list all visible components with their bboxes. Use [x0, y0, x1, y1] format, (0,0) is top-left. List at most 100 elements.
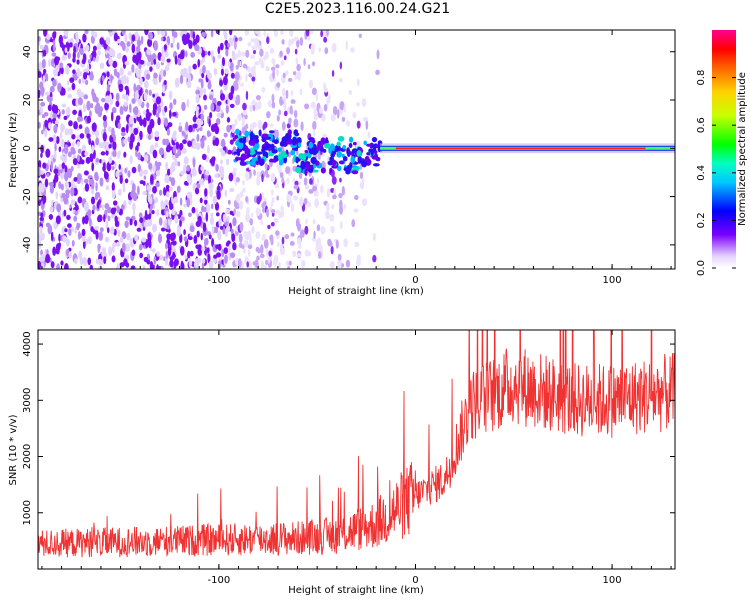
noise-speckle [82, 216, 86, 225]
signal-speck [262, 146, 267, 150]
noise-speckle [311, 61, 316, 67]
noise-speckle [42, 194, 46, 205]
noise-speckle [192, 157, 196, 168]
noise-speckle [224, 254, 228, 264]
noise-speckle [293, 184, 299, 190]
noise-speckle [76, 140, 81, 147]
noise-speckle [215, 252, 222, 258]
noise-speckle [53, 104, 59, 115]
noise-speckle [71, 82, 76, 91]
noise-speckle [353, 208, 359, 213]
noise-speckle [153, 58, 157, 65]
noise-speckle [202, 136, 207, 141]
noise-speckle [126, 76, 129, 85]
noise-speckle [219, 147, 224, 153]
signal-speck [240, 153, 247, 161]
noise-speckle [235, 193, 241, 203]
noise-speckle [192, 63, 197, 70]
noise-speckle [182, 36, 188, 46]
noise-speckle [90, 226, 94, 233]
noise-speckle [246, 207, 250, 215]
noise-speckle [44, 119, 49, 128]
noise-speckle [215, 163, 219, 172]
spectrogram-xtick-label: 0 [412, 275, 418, 286]
noise-speckle [139, 130, 143, 141]
noise-speckle [227, 149, 233, 155]
noise-speckle [318, 244, 323, 252]
noise-speckle [214, 137, 220, 147]
noise-speckle [38, 260, 42, 269]
noise-speckle [113, 134, 116, 142]
noise-speckle [203, 206, 207, 212]
signal-speck [308, 141, 314, 149]
colorbar-tick-label: 0.2 [696, 212, 707, 228]
noise-speckle [99, 227, 104, 233]
spectrogram-xlabel: Height of straight line (km) [288, 286, 424, 297]
noise-speckle [42, 75, 46, 84]
noise-speckle [226, 240, 231, 245]
noise-speckle [123, 138, 127, 145]
noise-speckle [201, 72, 205, 79]
noise-speckle [78, 250, 83, 259]
noise-speckle [165, 161, 169, 171]
noise-speckle [74, 210, 78, 216]
noise-speckle [307, 201, 312, 208]
noise-speckle [138, 243, 143, 251]
noise-speckle [329, 261, 335, 269]
noise-speckle [112, 241, 117, 248]
noise-speckle [58, 164, 63, 170]
noise-speckle [95, 102, 101, 113]
noise-speckle [87, 59, 92, 65]
noise-speckle [335, 239, 339, 249]
noise-speckle [231, 124, 235, 134]
noise-speckle [40, 86, 45, 95]
noise-speckle [103, 119, 108, 129]
noise-speckle [339, 61, 343, 70]
colorbar: 0.0 0.2 0.4 0.6 0.8 Normalized spectral ampl… [696, 30, 748, 276]
noise-speckle [125, 46, 130, 53]
noise-speckle [163, 221, 167, 228]
noise-speckle [270, 189, 274, 196]
signal-speck [261, 137, 267, 143]
noise-speckle [185, 50, 188, 58]
noise-speckle [138, 212, 143, 219]
noise-speckle [320, 30, 324, 38]
noise-speckle [285, 89, 289, 100]
noise-speckle [307, 64, 311, 70]
noise-speckle [227, 199, 231, 205]
noise-speckle [69, 204, 72, 209]
noise-speckle [275, 183, 279, 189]
noise-speckle [242, 179, 245, 186]
colorbar-tick-label: 0.6 [696, 117, 707, 133]
noise-speckle [290, 232, 295, 237]
noise-speckle [81, 228, 86, 237]
noise-speckle [330, 225, 335, 234]
noise-speckle [72, 158, 78, 166]
noise-speckle [84, 183, 90, 192]
noise-speckle [116, 52, 122, 60]
noise-speckle [285, 166, 291, 174]
noise-speckle [310, 30, 314, 35]
signal-speck [262, 150, 267, 157]
noise-speckle [200, 232, 203, 241]
noise-speckle [292, 250, 297, 258]
noise-speckle [166, 128, 171, 136]
noise-speckle [224, 68, 229, 75]
noise-speckle [343, 104, 347, 113]
noise-speckle [208, 234, 212, 240]
noise-speckle [38, 71, 42, 78]
snr-xtick-label: 100 [603, 575, 622, 586]
noise-speckle [239, 221, 244, 232]
noise-speckle [124, 178, 129, 184]
noise-speckle [105, 95, 110, 104]
noise-speckle [40, 170, 45, 175]
noise-speckle [137, 98, 142, 107]
noise-speckle [54, 173, 59, 183]
noise-speckle [117, 151, 120, 160]
noise-speckle [184, 254, 187, 260]
noise-speckle [129, 155, 133, 165]
noise-speckle [296, 149, 299, 156]
noise-speckle [263, 129, 267, 135]
noise-speckle [271, 101, 276, 109]
noise-speckle [339, 101, 345, 111]
